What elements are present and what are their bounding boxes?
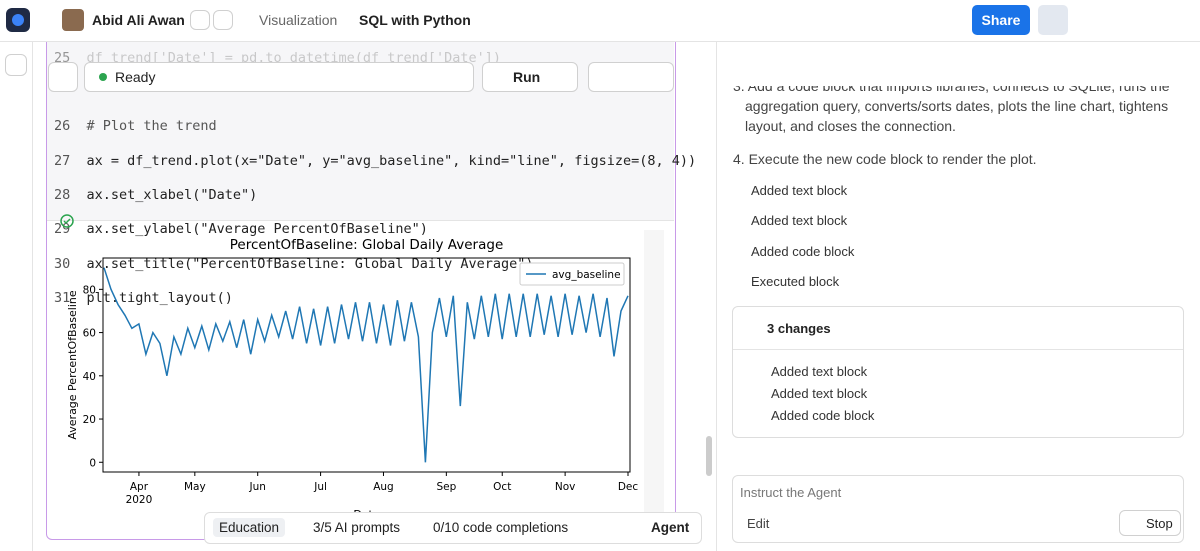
line-number: 26 xyxy=(54,118,71,135)
switch-button[interactable] xyxy=(190,10,210,30)
code-completions[interactable]: 0/10 code completions xyxy=(433,520,569,535)
line-number: 31 xyxy=(54,290,71,307)
x-tick-label: Jul xyxy=(313,481,327,493)
code-text: ax.set_ylabel("Average PercentOfBaseline… xyxy=(86,221,428,238)
x-tick-label: Sep xyxy=(436,481,456,493)
run-label[interactable]: Run xyxy=(513,69,541,85)
code-text: ax.set_xlabel("Date") xyxy=(86,187,258,204)
chart-title: PercentOfBaseline: Global Daily Average xyxy=(230,237,504,253)
code-text: ax = df_trend.plot(x="Date", y="avg_base… xyxy=(86,152,697,169)
legend-label: avg_baseline xyxy=(552,269,621,281)
action[interactable]: Executed block xyxy=(751,274,840,289)
status-dot xyxy=(99,73,107,81)
changes-title[interactable]: 3 changes xyxy=(767,321,831,336)
logo[interactable] xyxy=(6,8,30,32)
code-line: 31 plt.tight_layout() xyxy=(54,290,696,307)
chart: PercentOfBaseline: Global Daily Average A… xyxy=(66,237,639,521)
x-tick-label: Nov xyxy=(555,481,576,493)
steps-clip: 3. Add a code block that imports librari… xyxy=(733,86,1173,142)
y-axis-label: Average PercentOfBaseline xyxy=(66,290,79,439)
success-icon xyxy=(60,214,74,228)
agent-panel: 3. Add a code block that imports librari… xyxy=(716,42,1200,551)
code-line: 26 # Plot the trend xyxy=(54,118,696,135)
x-tick-label: Dec xyxy=(618,481,639,493)
legend-box xyxy=(519,262,625,286)
change-item: Added text block xyxy=(771,364,868,379)
y-tick-label: 0 xyxy=(89,457,96,469)
action[interactable]: Added code block xyxy=(751,244,855,259)
line-number: 30 xyxy=(54,255,71,272)
ai-prompts[interactable]: 3/5 AI prompts xyxy=(313,520,401,535)
x-tick-label: Apr xyxy=(130,481,149,493)
agent-toggle[interactable] xyxy=(1038,5,1068,35)
code-line: 27 ax = df_trend.plot(x="Date", y="avg_b… xyxy=(54,153,696,170)
input-placeholder[interactable]: Instruct the Agent xyxy=(740,485,842,500)
menu-button[interactable] xyxy=(48,62,78,92)
x-tick-label: May xyxy=(184,481,206,493)
y-tick-label: 20 xyxy=(83,414,96,426)
x-tick-label: Jun xyxy=(249,481,266,493)
x-tick-label: Oct xyxy=(493,481,511,493)
y-tick-label: 80 xyxy=(83,284,96,296)
code-text: # Plot the trend xyxy=(86,118,217,135)
breadcrumb[interactable]: Visualization xyxy=(259,12,338,28)
expand-button[interactable] xyxy=(5,54,27,76)
x-offset-label: 2020 xyxy=(126,494,153,506)
output-scrollbar xyxy=(644,230,664,520)
breadcrumb[interactable]: SQL with Python xyxy=(359,12,471,28)
line-number: 28 xyxy=(54,187,71,204)
plot-frame xyxy=(102,257,631,473)
left-gutter xyxy=(0,42,33,551)
scrollbar xyxy=(706,436,712,476)
changes-box: 3 changes Added text block Added text bl… xyxy=(732,306,1184,438)
cell-toolbar: Ready Run xyxy=(46,62,674,92)
change-item: Added code block xyxy=(771,408,875,423)
avatar[interactable] xyxy=(62,9,84,31)
stop-button[interactable]: Stop xyxy=(1119,510,1181,536)
line-number: 29 xyxy=(54,221,71,238)
run-button[interactable]: Run xyxy=(482,62,578,92)
stop-label[interactable]: Stop xyxy=(1146,516,1173,531)
step: 4. Execute the new code block to render … xyxy=(733,151,1037,167)
view-buttons[interactable] xyxy=(588,62,674,92)
action[interactable]: Added text block xyxy=(751,213,848,228)
share-button[interactable]: Share xyxy=(972,5,1030,35)
x-tick-label: Aug xyxy=(373,481,394,493)
change-item: Added text block xyxy=(771,386,868,401)
top-bar: Abid Ali Awan Visualization SQL with Pyt… xyxy=(0,0,1200,42)
divider xyxy=(733,349,1183,350)
code-line: 28 ax.set_xlabel("Date") xyxy=(54,187,696,204)
user-name[interactable]: Abid Ali Awan xyxy=(92,12,185,28)
code-line: 30 ax.set_title("PercentOfBaseline: Glob… xyxy=(54,256,696,273)
action[interactable]: Added text block xyxy=(751,183,848,198)
line-number: 27 xyxy=(54,152,71,169)
status: Ready xyxy=(115,69,156,85)
agent-button[interactable]: Agent xyxy=(651,520,690,535)
y-tick-label: 60 xyxy=(83,328,96,340)
search-button[interactable] xyxy=(213,10,233,30)
code-block: 26 # Plot the trend 27 ax = df_trend.plo… xyxy=(54,101,696,325)
usage-bar: Education 3/5 AI prompts 0/10 code compl… xyxy=(204,512,702,544)
code-text: plt.tight_layout() xyxy=(86,290,233,307)
y-tick-label: 40 xyxy=(83,371,96,383)
data-line xyxy=(103,267,629,463)
step: 3. Add a code block that imports librari… xyxy=(733,86,1170,134)
agent-input[interactable]: Instruct the Agent Edit Stop xyxy=(732,475,1184,543)
code-line: 29 ax.set_ylabel("Average PercentOfBasel… xyxy=(54,221,696,238)
status-box: Ready xyxy=(84,62,474,92)
code-text: ax.set_title("PercentOfBaseline: Global … xyxy=(86,255,534,272)
mode-select[interactable]: Edit xyxy=(747,516,770,531)
plan-badge: Education xyxy=(213,518,286,537)
